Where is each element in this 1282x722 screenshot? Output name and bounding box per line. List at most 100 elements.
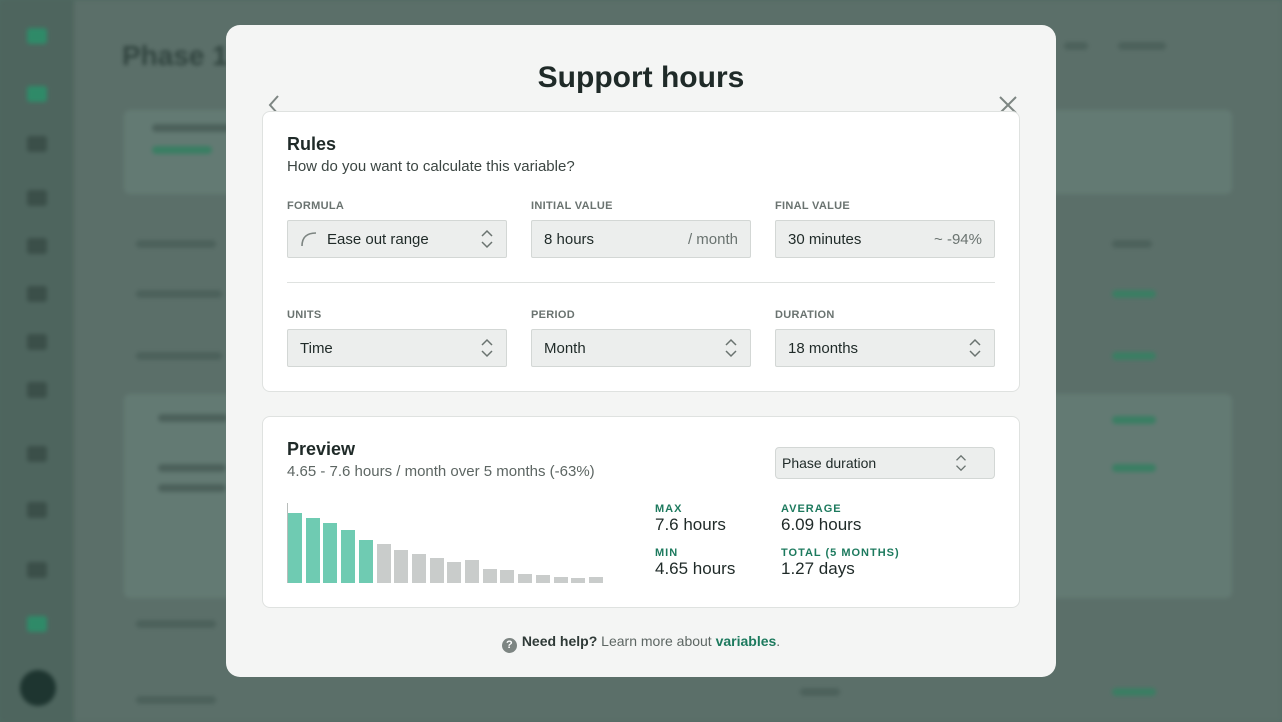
placeholder-line bbox=[1112, 352, 1156, 360]
chart-bar bbox=[429, 558, 444, 583]
nav-icon bbox=[27, 562, 47, 578]
chart-bar bbox=[535, 575, 550, 583]
close-button[interactable] bbox=[992, 89, 1024, 121]
chart-bar bbox=[394, 550, 409, 583]
final-value-input[interactable]: 30 minutes ~ -94% bbox=[775, 220, 995, 258]
units-value: Time bbox=[300, 339, 333, 357]
placeholder-line bbox=[158, 414, 228, 422]
placeholder-line bbox=[1112, 464, 1156, 472]
chevron-updown-icon bbox=[481, 229, 493, 249]
placeholder-line bbox=[136, 696, 216, 704]
placeholder-line bbox=[1112, 416, 1156, 424]
rules-heading: Rules bbox=[287, 134, 337, 154]
preview-heading: Preview bbox=[287, 439, 356, 459]
nav-icon bbox=[27, 286, 47, 302]
average-value: 6.09 hours bbox=[781, 515, 862, 534]
chart-bar bbox=[571, 578, 586, 583]
chart-bar bbox=[305, 518, 320, 583]
chevron-updown-icon bbox=[481, 338, 493, 358]
dialog-title: Support hours bbox=[537, 61, 745, 94]
initial-value: 8 hours bbox=[544, 230, 595, 248]
avatar bbox=[20, 670, 56, 706]
nav-icon bbox=[27, 502, 47, 518]
nav-icon bbox=[27, 190, 47, 206]
initial-value-label: INITIAL VALUE bbox=[531, 200, 613, 212]
total-label: TOTAL (5 MONTHS) bbox=[781, 547, 900, 559]
max-value: 7.6 hours bbox=[655, 515, 726, 534]
chart-bar bbox=[447, 562, 462, 583]
formula-label: FORMULA bbox=[287, 200, 345, 212]
nav-icon bbox=[27, 446, 47, 462]
chart-bar bbox=[411, 554, 426, 583]
chevron-updown-icon bbox=[969, 338, 981, 358]
placeholder-line bbox=[158, 484, 226, 492]
min-value: 4.65 hours bbox=[655, 559, 736, 578]
nav-icon bbox=[27, 334, 47, 350]
period-select[interactable]: Month bbox=[531, 329, 751, 367]
units-label: UNITS bbox=[287, 309, 322, 321]
preview-card: Preview 4.65 - 7.6 hours / month over 5 … bbox=[262, 416, 1020, 608]
placeholder-line bbox=[152, 146, 212, 154]
nav-icon bbox=[27, 136, 47, 152]
duration-label: DURATION bbox=[775, 309, 835, 321]
chart-bar bbox=[358, 540, 373, 583]
chart-bar bbox=[376, 544, 391, 583]
chart-bar bbox=[341, 530, 356, 583]
formula-select[interactable]: Ease out range bbox=[287, 220, 507, 258]
duration-value: 18 months bbox=[788, 339, 859, 357]
rules-subheading: How do you want to calculate this variab… bbox=[287, 158, 575, 175]
placeholder-line bbox=[1112, 688, 1156, 696]
placeholder-line bbox=[1112, 240, 1152, 248]
nav-icon bbox=[27, 616, 47, 632]
chart-bar bbox=[482, 569, 497, 583]
initial-value-input[interactable]: 8 hours / month bbox=[531, 220, 751, 258]
formula-value: Ease out range bbox=[327, 230, 429, 248]
initial-value-unit: / month bbox=[687, 230, 738, 248]
help-lead: Need help? bbox=[521, 633, 598, 649]
chart-bar bbox=[500, 570, 515, 583]
placeholder-line bbox=[158, 464, 226, 472]
duration-select[interactable]: 18 months bbox=[775, 329, 995, 367]
placeholder-line bbox=[1118, 42, 1166, 50]
max-label: MAX bbox=[655, 503, 683, 515]
total-value: 1.27 days bbox=[781, 559, 855, 578]
close-icon bbox=[999, 96, 1017, 114]
nav-icon bbox=[27, 382, 47, 398]
variables-link[interactable]: variables bbox=[715, 633, 777, 649]
support-hours-dialog: Support hours Rules How do you want to c… bbox=[226, 25, 1056, 677]
final-value: 30 minutes bbox=[788, 230, 862, 248]
chart-axis bbox=[287, 503, 288, 583]
placeholder-line bbox=[136, 620, 216, 628]
help-end: . bbox=[776, 633, 781, 649]
chevron-updown-icon bbox=[956, 454, 966, 472]
min-label: MIN bbox=[655, 547, 679, 559]
chart-bar bbox=[588, 577, 603, 583]
page-title: Phase 1 bbox=[122, 40, 228, 71]
nav-icon bbox=[27, 86, 47, 102]
chart-bar bbox=[518, 574, 533, 583]
rules-card: Rules How do you want to calculate this … bbox=[262, 111, 1020, 392]
preview-chart bbox=[287, 503, 609, 583]
period-value: Month bbox=[544, 339, 586, 357]
units-select[interactable]: Time bbox=[287, 329, 507, 367]
help-footer: ? Need help? Learn more about variables. bbox=[226, 633, 1056, 653]
chart-bar bbox=[553, 577, 568, 583]
chart-bar bbox=[465, 560, 479, 583]
placeholder-line bbox=[136, 290, 222, 298]
range-value: Phase duration bbox=[782, 455, 877, 471]
average-label: AVERAGE bbox=[781, 503, 842, 515]
chart-bar bbox=[288, 513, 302, 583]
period-label: PERIOD bbox=[531, 309, 575, 321]
chevron-updown-icon bbox=[725, 338, 737, 358]
placeholder-line bbox=[1112, 290, 1156, 298]
range-select[interactable]: Phase duration bbox=[775, 447, 995, 479]
ease-curve-icon bbox=[301, 232, 317, 247]
preview-summary: 4.65 - 7.6 hours / month over 5 months (… bbox=[287, 463, 595, 480]
final-value-change: ~ -94% bbox=[934, 230, 982, 248]
nav-icon bbox=[27, 238, 47, 254]
app-sidebar bbox=[0, 0, 74, 722]
final-value-label: FINAL VALUE bbox=[775, 200, 851, 212]
logo-icon bbox=[27, 28, 47, 44]
placeholder-line bbox=[152, 124, 232, 132]
placeholder-line bbox=[800, 688, 840, 696]
